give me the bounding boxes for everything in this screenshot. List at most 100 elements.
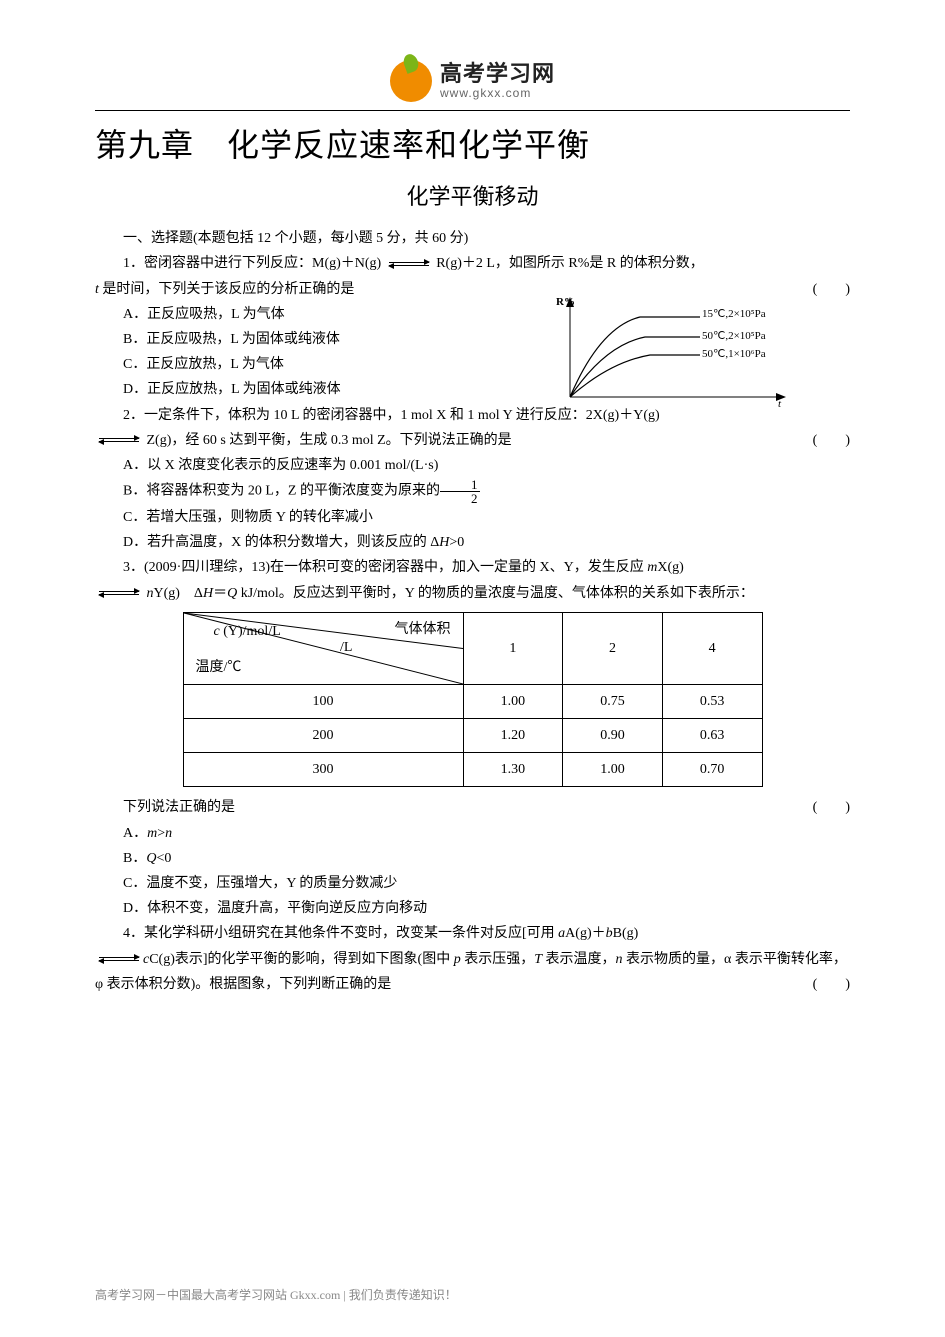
sub-title: 化学平衡移动: [95, 177, 850, 217]
svg-text:R%: R%: [556, 297, 575, 308]
q2-stem-l2-after: Z(g)，经 60 s 达到平衡，生成 0.3 mol Z。下列说法正确的是: [147, 433, 512, 448]
col-header-2: 2: [563, 612, 663, 684]
q2-option-c: C．若增大压强，则物质 Y 的转化率减小: [95, 505, 850, 530]
q2-opt-d-before: D．若升高温度，X 的体积分数增大，则该反应的 Δ: [123, 535, 439, 550]
q3-bracket: ( ): [785, 795, 850, 820]
q4-l1-before: 4．某化学科研小组研究在其他条件不变时，改变某一条件对反应[可用: [123, 926, 558, 941]
q4-l2-after: C(g)表示]的化学平衡的影响，得到如下图象(图中: [149, 952, 454, 967]
question-3: 3．(2009·四川理综，13)在一体积可变的密闭容器中，加入一定量的 X、Y，…: [95, 555, 850, 921]
diag-label-vol-unit: /L: [340, 635, 352, 660]
q3-option-d: D．体积不变，温度升高，平衡向逆反应方向移动: [95, 896, 850, 921]
q3-n: n: [147, 586, 154, 601]
q3-stem-l1-after: X(g): [657, 560, 683, 575]
q3-stem-line2: nY(g) ΔH＝Q kJ/mol。反应达到平衡时，Y 的物质的量浓度与温度、气…: [95, 581, 850, 606]
top-divider: [95, 110, 850, 111]
diag-label-c: c c (Y)/mol/L(Y)/mol/L: [214, 619, 281, 644]
q3-opt-a-n: n: [165, 826, 172, 841]
leaf-icon: [401, 52, 420, 74]
diag-label-vol: 气体体积: [395, 617, 451, 642]
col-header-3: 4: [662, 612, 762, 684]
q4-A: A(g)＋: [565, 926, 605, 941]
q4-B: B(g): [613, 926, 639, 941]
cell: 1.30: [463, 753, 563, 787]
diag-label-temp: 温度/℃: [196, 655, 242, 680]
q1-chart-label-2: 50℃,2×10⁵Pa: [702, 327, 766, 347]
equilibrium-arrow-icon: [99, 436, 139, 444]
q2-opt-d-after: >0: [449, 535, 464, 550]
q3-option-c: C．温度不变，压强增大，Y 的质量分数减少: [95, 871, 850, 896]
logo-cn-text: 高考学习网: [440, 62, 555, 86]
q3-stem-l1-before: 3．(2009·四川理综，13)在一体积可变的密闭容器中，加入一定量的 X、Y，…: [123, 560, 647, 575]
q4-T: T: [534, 952, 542, 967]
q3-opt-a-m: m: [147, 826, 157, 841]
page-footer: 高考学习网－中国最大高考学习网站 Gkxx.com | 我们负责传递知识！: [95, 1285, 850, 1307]
q4-p-after: 表示压强，: [461, 952, 535, 967]
cell: 1.00: [463, 684, 563, 718]
svg-text:t: t: [778, 398, 782, 407]
q2-option-d: D．若升高温度，X 的体积分数增大，则该反应的 ΔH>0: [95, 530, 850, 555]
q3-post-table: 下列说法正确的是 ( ): [95, 795, 850, 820]
q3-Q: Q: [227, 586, 237, 601]
q1-chart-label-3: 50℃,1×10⁶Pa: [702, 345, 766, 365]
frac-num: 1: [440, 478, 481, 492]
table-row: 100 1.00 0.75 0.53: [183, 684, 762, 718]
q1-stem-line2-b: 是时间，下列关于该反应的分析正确的是: [99, 282, 355, 297]
q3-post-table-text: 下列说法正确的是: [123, 800, 235, 815]
question-4: 4．某化学科研小组研究在其他条件不变时，改变某一条件对反应[可用 aA(g)＋b…: [95, 921, 850, 997]
q1-stem-before: 1．密闭容器中进行下列反应：M(g)＋N(g): [123, 256, 385, 271]
q4-n: n: [616, 952, 623, 967]
chapter-title: 第九章 化学反应速率和化学平衡: [95, 117, 850, 175]
q1-bracket: ( ): [813, 277, 850, 302]
q4-stem-line2: cC(g)表示]的化学平衡的影响，得到如下图象(图中 p 表示压强，T 表示温度…: [95, 947, 850, 997]
q2-opt-d-H: H: [439, 535, 449, 550]
cell: 0.75: [563, 684, 663, 718]
q4-b: b: [606, 926, 613, 941]
q2-stem-line2: Z(g)，经 60 s 达到平衡，生成 0.3 mol Z。下列说法正确的是 (…: [95, 428, 850, 453]
fraction-half: 12: [440, 478, 481, 505]
q3-option-b: B．Q<0: [95, 846, 850, 871]
logo-url-text: www.gkxx.com: [440, 87, 555, 100]
q1-stem-after: R(g)＋2 L，如图所示 R%是 R 的体积分数，: [436, 256, 704, 271]
equilibrium-arrow-icon: [99, 589, 139, 597]
col-header-1: 1: [463, 612, 563, 684]
q3-H: H: [203, 586, 213, 601]
equilibrium-arrow-icon: [99, 955, 139, 963]
cell: 0.63: [662, 719, 762, 753]
q3-opt-b-after: <0: [156, 851, 171, 866]
q3-opt-b-Q: Q: [146, 851, 156, 866]
q4-p: p: [454, 952, 461, 967]
cell: 0.70: [662, 753, 762, 787]
row-temp-2: 300: [183, 753, 463, 787]
logo-text: 高考学习网 www.gkxx.com: [440, 62, 555, 99]
q3-option-a: A．m>n: [95, 821, 850, 846]
q2-option-a: A．以 X 浓度变化表示的反应速率为 0.001 mol/(L·s): [95, 453, 850, 478]
question-1: 1．密闭容器中进行下列反应：M(g)＋N(g) R(g)＋2 L，如图所示 R%…: [95, 251, 850, 402]
q3-l2-mid: Y(g) Δ: [154, 586, 203, 601]
table-row: 200 1.20 0.90 0.63: [183, 719, 762, 753]
logo-block: 高考学习网 www.gkxx.com: [95, 60, 850, 102]
q1-chart: R% t 15℃,2×10⁵Pa 50℃,2×10⁵Pa 50℃,1×10⁶Pa: [550, 297, 790, 407]
section-intro: 一、选择题(本题包括 12 个小题，每小题 5 分，共 60 分): [95, 226, 850, 251]
q1-chart-label-1: 15℃,2×10⁵Pa: [702, 305, 766, 325]
q3-opt-a-before: A．: [123, 826, 147, 841]
cell: 0.90: [563, 719, 663, 753]
logo-icon: [390, 60, 432, 102]
q3-m: m: [647, 560, 657, 575]
q3-opt-b-before: B．: [123, 851, 146, 866]
table-diagonal-cell: c c (Y)/mol/L(Y)/mol/L 气体体积 /L 温度/℃: [183, 612, 463, 684]
table-row: 300 1.30 1.00 0.70: [183, 753, 762, 787]
q3-stem-line1: 3．(2009·四川理综，13)在一体积可变的密闭容器中，加入一定量的 X、Y，…: [95, 555, 850, 580]
q3-eq: ＝: [213, 586, 227, 601]
row-temp-0: 100: [183, 684, 463, 718]
q3-l2-after: kJ/mol。反应达到平衡时，Y 的物质的量浓度与温度、气体体积的关系如下表所示…: [237, 586, 754, 601]
q3-opt-a-gt: >: [157, 826, 165, 841]
q1-stem-line1: 1．密闭容器中进行下列反应：M(g)＋N(g) R(g)＋2 L，如图所示 R%…: [95, 251, 850, 276]
question-2: 2．一定条件下，体积为 10 L 的密闭容器中，1 mol X 和 1 mol …: [95, 403, 850, 556]
q4-T-after: 表示温度，: [542, 952, 616, 967]
table-header-row: c c (Y)/mol/L(Y)/mol/L 气体体积 /L 温度/℃ 1 2 …: [183, 612, 762, 684]
frac-den: 2: [440, 492, 481, 505]
q3-table: c c (Y)/mol/L(Y)/mol/L 气体体积 /L 温度/℃ 1 2 …: [183, 612, 763, 788]
cell: 1.00: [563, 753, 663, 787]
q4-bracket: ( ): [813, 972, 850, 997]
cell: 1.20: [463, 719, 563, 753]
